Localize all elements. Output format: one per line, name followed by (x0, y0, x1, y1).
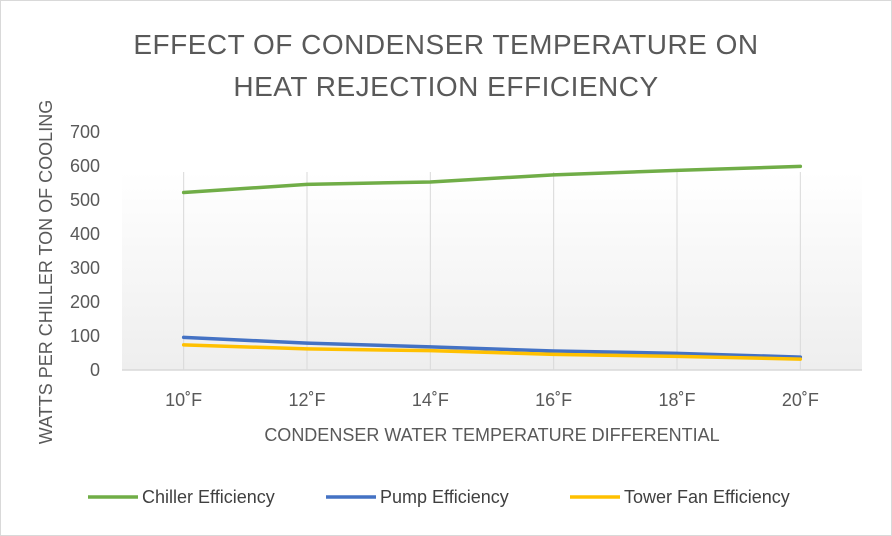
data-point (305, 182, 309, 186)
legend-item-chiller-efficiency: Chiller Efficiency (88, 487, 275, 507)
legend-item-pump-efficiency: Pump Efficiency (326, 487, 509, 507)
y-tick-label: 300 (70, 258, 100, 278)
data-point (552, 352, 556, 356)
data-point (798, 357, 802, 361)
x-axis-title: CONDENSER WATER TEMPERATURE DIFFERENTIAL (264, 425, 719, 445)
x-tick-label: 10˚F (165, 390, 202, 410)
chart-title-line1: EFFECT OF CONDENSER TEMPERATURE ON (133, 29, 759, 60)
data-point (675, 351, 679, 355)
legend: Chiller Efficiency Pump Efficiency Tower F… (88, 487, 790, 507)
data-point (552, 173, 556, 177)
series-lines (181, 164, 803, 361)
data-point (182, 335, 186, 339)
data-point (798, 164, 802, 168)
legend-label: Pump Efficiency (380, 487, 509, 507)
x-tick-label: 12˚F (288, 390, 325, 410)
series-line-pump-efficiency (181, 335, 803, 359)
plot-area (122, 172, 862, 370)
y-tick-label: 200 (70, 292, 100, 312)
series-line-tower-fan-efficiency (181, 343, 803, 361)
y-tick-label: 500 (70, 190, 100, 210)
y-tick-label: 400 (70, 224, 100, 244)
chart-title: EFFECT OF CONDENSER TEMPERATURE ON HEAT … (0, 24, 892, 108)
data-point (428, 349, 432, 353)
x-tick-label: 16˚F (535, 390, 572, 410)
y-tick-label: 700 (70, 122, 100, 142)
data-point (675, 168, 679, 172)
legend-label: Chiller Efficiency (142, 487, 275, 507)
data-point (428, 345, 432, 349)
data-point (182, 191, 186, 195)
data-point (305, 347, 309, 351)
x-tick-label: 18˚F (658, 390, 695, 410)
y-axis-title: WATTS PER CHILLER TON OF COOLING (36, 100, 56, 444)
data-point (305, 341, 309, 345)
x-axis-ticks: 10˚F 12˚F 14˚F 16˚F 18˚F 20˚F (165, 390, 819, 410)
data-point (182, 343, 186, 347)
x-tick-label: 14˚F (412, 390, 449, 410)
legend-item-tower-fan-efficiency: Tower Fan Efficiency (570, 487, 790, 507)
chart-title-line2: HEAT REJECTION EFFICIENCY (233, 71, 659, 102)
y-tick-label: 0 (90, 360, 100, 380)
series-line-chiller-efficiency (181, 164, 803, 195)
y-tick-label: 600 (70, 156, 100, 176)
data-point (552, 349, 556, 353)
x-tick-label: 20˚F (782, 390, 819, 410)
legend-label: Tower Fan Efficiency (624, 487, 790, 507)
y-axis-ticks: 0 100 200 300 400 500 600 700 (70, 122, 100, 380)
y-tick-label: 100 (70, 326, 100, 346)
data-point (428, 180, 432, 184)
gridlines (183, 172, 801, 370)
data-point (675, 354, 679, 358)
